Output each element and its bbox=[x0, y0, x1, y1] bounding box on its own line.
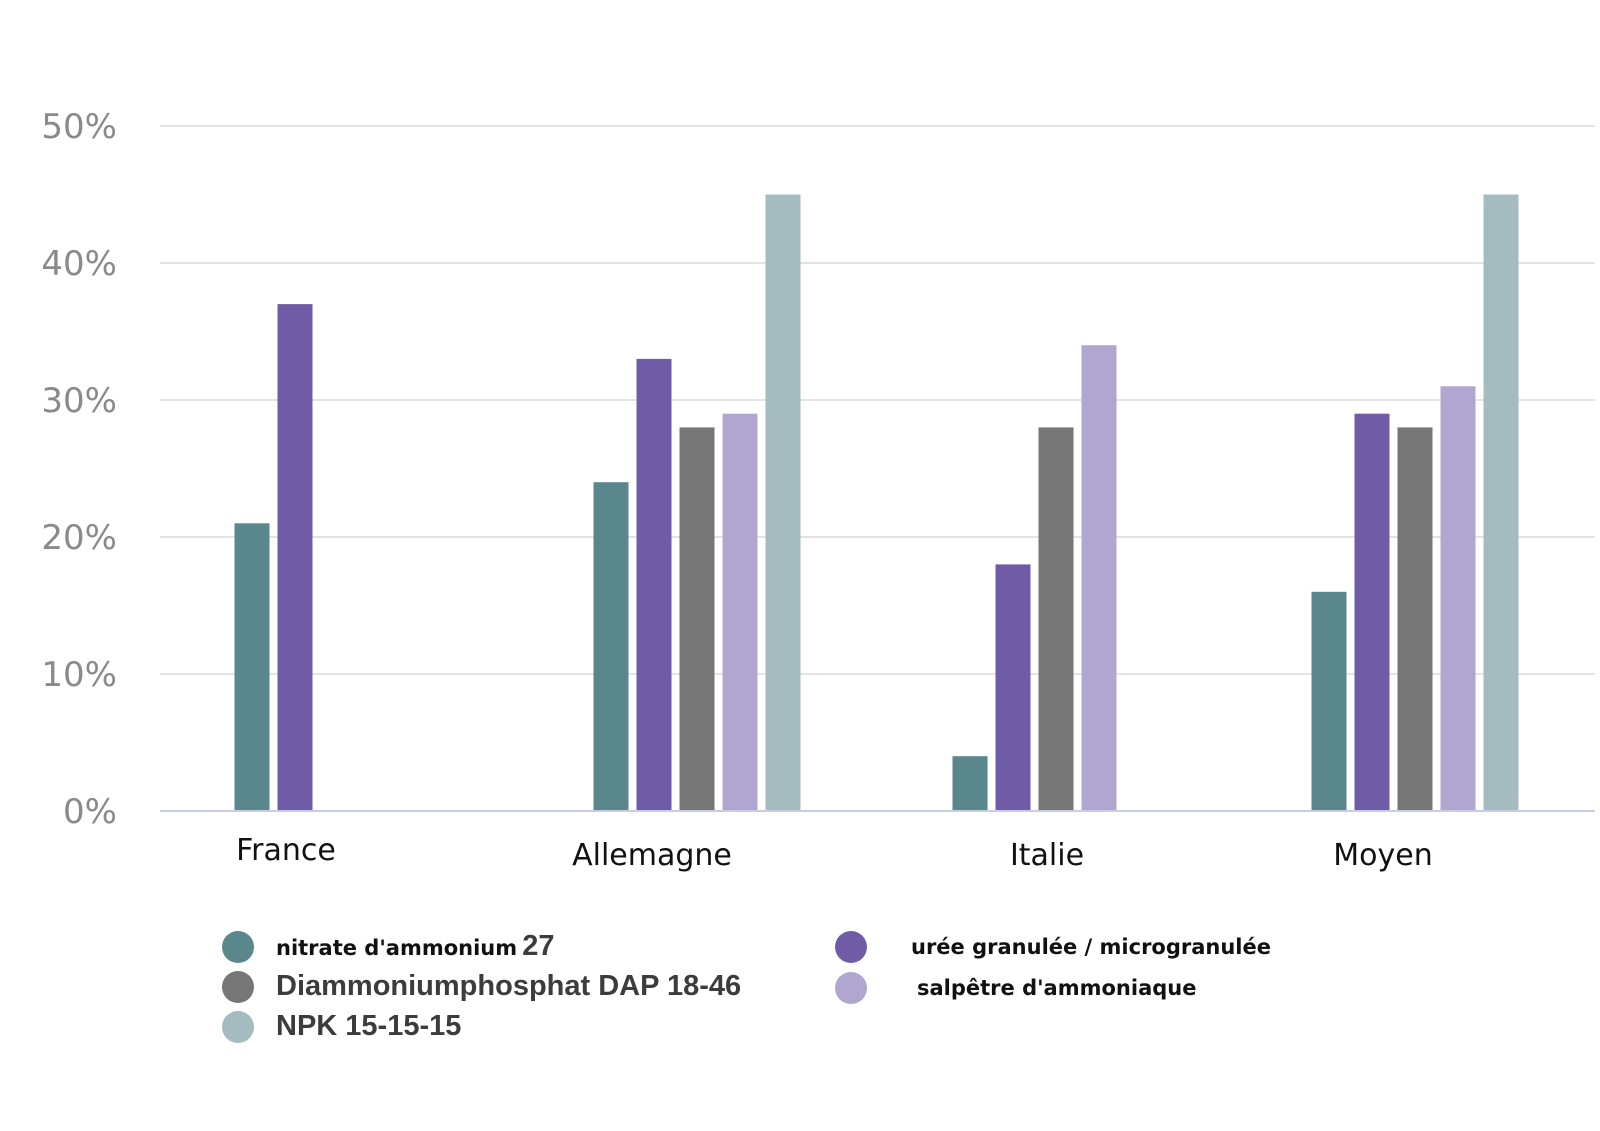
y-tick-label: 0% bbox=[63, 792, 117, 832]
bar-italie-series-1 bbox=[952, 756, 988, 811]
x-axis-ticks: France Allemagne Italie Moyen bbox=[236, 833, 1433, 873]
bar-allemagne-series-1 bbox=[593, 482, 629, 811]
y-tick-label: 20% bbox=[41, 518, 117, 558]
bar-allemagne-series-5 bbox=[765, 194, 801, 811]
y-tick-label: 40% bbox=[41, 244, 117, 284]
bar-italie-series-2 bbox=[995, 564, 1031, 811]
bar-italie-series-3 bbox=[1038, 427, 1074, 811]
x-tick-label: Moyen bbox=[1333, 838, 1432, 873]
bar-moyen-series-3 bbox=[1397, 427, 1433, 811]
y-tick-label: 50% bbox=[41, 107, 117, 147]
x-tick-label: Italie bbox=[1010, 838, 1084, 873]
bars bbox=[234, 194, 1519, 811]
bar-allemagne-series-2 bbox=[636, 358, 672, 811]
bar-moyen-series-1 bbox=[1311, 591, 1347, 811]
bar-moyen-series-2 bbox=[1354, 413, 1390, 811]
bar-allemagne-series-3 bbox=[679, 427, 715, 811]
bar-france-series-1 bbox=[234, 523, 270, 811]
x-tick-label: Allemagne bbox=[572, 838, 732, 873]
y-axis-ticks: 0% 10% 20% 30% 40% 50% bbox=[41, 107, 117, 832]
bar-france-series-2 bbox=[277, 304, 313, 811]
bar-moyen-series-5 bbox=[1483, 194, 1519, 811]
y-tick-label: 30% bbox=[41, 381, 117, 421]
y-tick-label: 10% bbox=[41, 655, 117, 695]
bar-italie-series-4 bbox=[1081, 345, 1117, 811]
x-tick-label: France bbox=[236, 833, 336, 868]
bar-allemagne-series-4 bbox=[722, 413, 758, 811]
bar-moyen-series-4 bbox=[1440, 386, 1476, 811]
